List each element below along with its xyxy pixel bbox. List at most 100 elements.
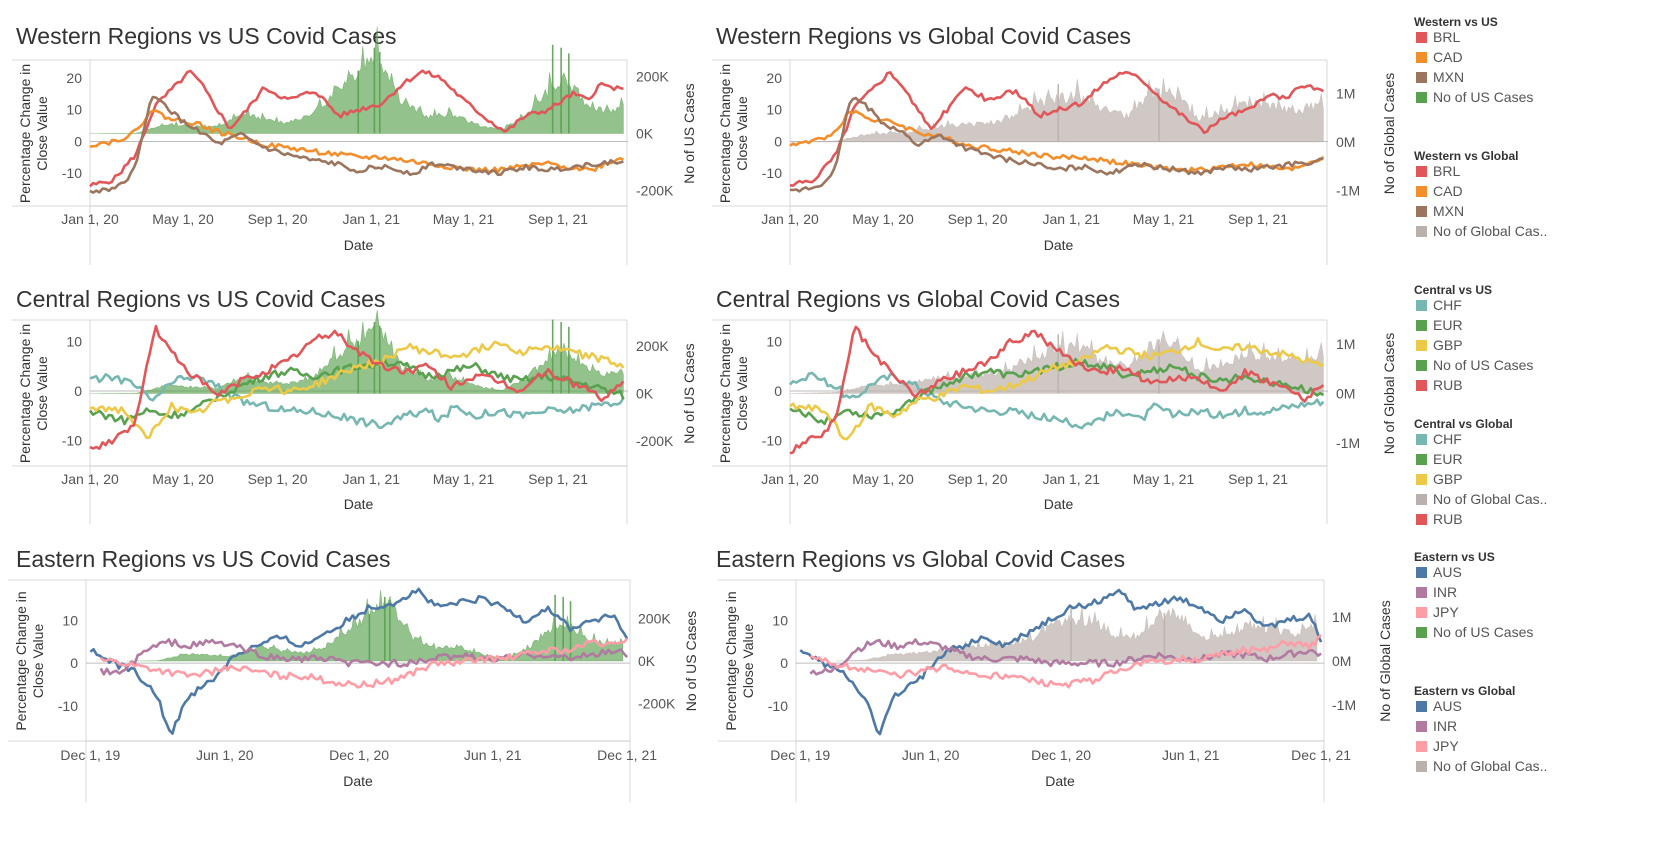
line-eur — [789, 357, 1325, 426]
legend-swatch — [1416, 92, 1427, 103]
legend-swatch — [1416, 741, 1427, 752]
y2-tick-label: 200K — [636, 338, 669, 354]
legend-title: Central vs Global — [1414, 417, 1513, 431]
chart-west-global: Western Regions vs Global Covid Cases -10… — [712, 23, 1397, 265]
y2-tick-label: 0M — [1336, 134, 1355, 150]
legend-item-label: INR — [1433, 584, 1457, 600]
x-tick-label: Sep 1, 21 — [528, 211, 588, 227]
legend-swatch — [1416, 32, 1427, 43]
legend-swatch — [1416, 434, 1427, 445]
y-axis-label-line2: Close Value — [30, 624, 46, 699]
legend-swatch — [1416, 320, 1427, 331]
legend-swatch — [1416, 514, 1427, 525]
line-chf — [89, 373, 625, 429]
y-tick-label: 10 — [772, 612, 788, 628]
legend-item-label: RUB — [1433, 511, 1463, 527]
legend-swatch — [1416, 567, 1427, 578]
legend-item-label: MXN — [1433, 69, 1464, 85]
y-tick-label: 10 — [66, 334, 82, 350]
legend-item-label: MXN — [1433, 203, 1464, 219]
legend-swatch — [1416, 226, 1427, 237]
y-tick-label: -10 — [62, 165, 82, 181]
area-no-of-global-cases — [835, 605, 1318, 662]
y-tick-label: -10 — [762, 432, 782, 448]
x-tick-label: Sep 1, 21 — [1228, 471, 1288, 487]
x-axis-label: Date — [1044, 237, 1074, 253]
legend-swatch — [1416, 494, 1427, 505]
x-tick-label: Dec 1, 19 — [770, 747, 830, 763]
legend-swatch — [1416, 52, 1427, 63]
chart-title: Western Regions vs Global Covid Cases — [716, 23, 1131, 49]
y-tick-label: 20 — [766, 70, 782, 86]
x-tick-label: Jun 1, 20 — [902, 747, 960, 763]
legend-item-label: No of Global Cas.. — [1433, 758, 1547, 774]
legend-item-label: No of Global Cas.. — [1433, 223, 1547, 239]
y-tick-label: -10 — [762, 165, 782, 181]
y-tick-label: 0 — [774, 383, 782, 399]
chart-central-global: Central Regions vs Global Covid Cases -10… — [712, 286, 1397, 524]
y-tick-label: -10 — [62, 432, 82, 448]
area-no-of-us-cases — [90, 26, 624, 134]
y2-tick-label: 0K — [636, 126, 654, 142]
line-chf — [789, 371, 1325, 430]
legend-item-label: CAD — [1433, 49, 1463, 65]
y-axis-label: Percentage Change inClose Value — [17, 64, 50, 203]
legend-item-label: AUS — [1433, 564, 1462, 580]
y-axis-label-line2: Close Value — [734, 96, 750, 171]
y2-tick-label: 0K — [638, 653, 656, 669]
legend-item-label: No of US Cases — [1433, 357, 1533, 373]
y2-axis-label: No of US Cases — [683, 611, 699, 711]
x-axis-label: Date — [344, 496, 374, 512]
y-axis-label-line1: Percentage Change in — [13, 591, 29, 730]
y2-tick-label: -200K — [636, 183, 674, 199]
y2-tick-label: -1M — [1336, 435, 1360, 451]
line-aus — [89, 587, 629, 735]
legend-item-label: BRL — [1433, 163, 1460, 179]
line-brl — [789, 70, 1325, 187]
y-tick-label: 10 — [766, 102, 782, 118]
x-tick-label: May 1, 20 — [852, 471, 914, 487]
line-jpy — [99, 637, 629, 689]
line-brl — [89, 69, 624, 188]
x-tick-label: Jun 1, 21 — [1162, 747, 1220, 763]
x-tick-label: May 1, 20 — [152, 211, 214, 227]
chart-title: Central Regions vs US Covid Cases — [16, 286, 385, 312]
x-tick-label: Dec 1, 19 — [60, 747, 120, 763]
legend-swatch — [1416, 454, 1427, 465]
legend-item-label: CAD — [1433, 183, 1463, 199]
legend-item-label: RUB — [1433, 377, 1463, 393]
y2-axis-label: No of US Cases — [681, 343, 697, 443]
legend-swatch — [1416, 721, 1427, 732]
y-tick-label: 10 — [766, 334, 782, 350]
x-tick-label: Jun 1, 21 — [464, 747, 522, 763]
x-tick-label: May 1, 21 — [433, 211, 495, 227]
x-tick-label: Dec 1, 20 — [329, 747, 389, 763]
y-axis-label-line2: Close Value — [34, 96, 50, 171]
y2-tick-label: 1M — [1332, 609, 1351, 625]
y-axis-label: Percentage Change inClose Value — [717, 64, 750, 203]
legend-item-label: JPY — [1433, 604, 1459, 620]
y2-tick-label: -1M — [1336, 182, 1360, 198]
y-tick-label: 20 — [66, 70, 82, 86]
legend-item-label: GBP — [1433, 337, 1463, 353]
x-tick-label: Sep 1, 21 — [528, 471, 588, 487]
y-axis-label-line1: Percentage Change in — [717, 324, 733, 463]
y-axis-label: Percentage Change inClose Value — [13, 591, 46, 730]
x-tick-label: May 1, 21 — [433, 471, 495, 487]
area-fill — [127, 589, 623, 662]
x-tick-label: May 1, 21 — [1133, 471, 1195, 487]
x-axis-label: Date — [343, 773, 373, 789]
y2-tick-label: 0M — [1332, 653, 1351, 669]
y-axis-label: Percentage Change inClose Value — [723, 591, 756, 730]
x-tick-label: Dec 1, 21 — [597, 747, 657, 763]
x-tick-label: Dec 1, 20 — [1031, 747, 1091, 763]
chart-title: Western Regions vs US Covid Cases — [16, 23, 397, 49]
chart-west-us: Western Regions vs US Covid Cases -10 0 10 2… — [12, 23, 697, 265]
y-tick-label: -10 — [58, 698, 78, 714]
x-tick-label: Sep 1, 21 — [1228, 211, 1288, 227]
legend-item-label: No of Global Cas.. — [1433, 491, 1547, 507]
y2-axis-label: No of Global Cases — [1381, 73, 1397, 194]
x-tick-label: Jan 1, 20 — [61, 471, 119, 487]
